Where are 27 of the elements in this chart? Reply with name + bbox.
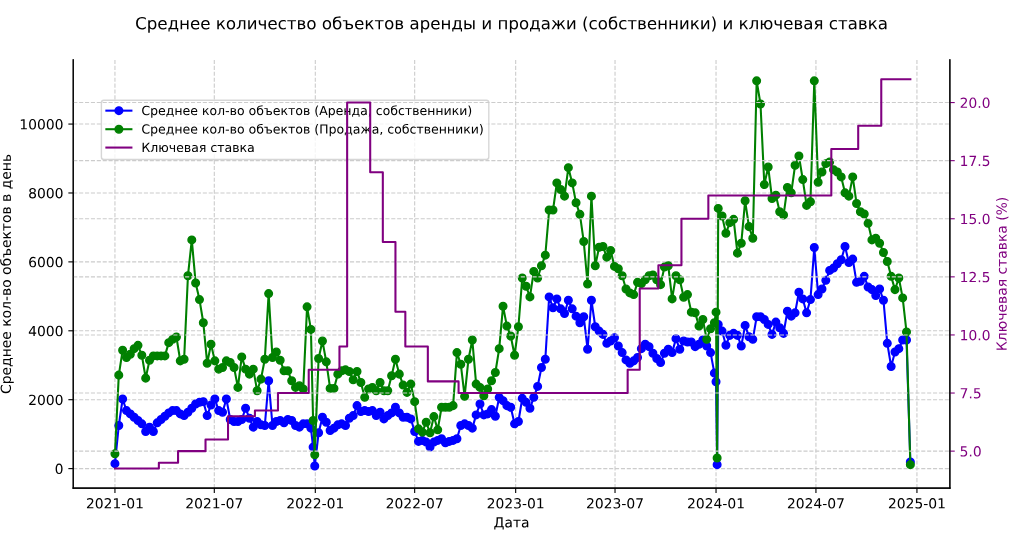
y2-tick-label: 5.0 xyxy=(960,446,981,457)
x-tick-label: 2022-07 xyxy=(386,498,443,509)
y2-tick-label: 12.5 xyxy=(961,271,990,283)
x-tick-label: 2021-07 xyxy=(186,498,243,509)
y-tick-label: 0 xyxy=(55,463,63,475)
x-tick-label: 2021-01 xyxy=(86,498,143,509)
x-tick-label: 2022-01 xyxy=(287,498,344,509)
y-axis-title: Среднее кол-во объектов в день xyxy=(0,154,14,394)
y2-tick-label: 7.5 xyxy=(960,388,981,399)
y-tick-label: 2000 xyxy=(29,394,63,406)
y-tick-label: 6000 xyxy=(29,256,63,268)
x-tick-label: 2023-01 xyxy=(487,498,544,509)
y-tick-label: 4000 xyxy=(28,325,63,337)
y2-axis-title: Ключевая ставка (%) xyxy=(996,197,1009,350)
y-tick-label: 8000 xyxy=(29,187,63,199)
x-tick-label: 2024-07 xyxy=(787,498,844,509)
chart-title: Среднее количество объектов аренды и продажи (собственники) и ключевая ставка xyxy=(136,16,887,33)
y-tick-label: 10000 xyxy=(20,119,63,130)
legend-label: Ключевая ставка xyxy=(142,142,254,153)
y2-tick-label: 17.5 xyxy=(961,155,990,167)
y2-tick-label: 20.0 xyxy=(960,97,990,109)
y2-tick-label: 10.0 xyxy=(961,329,990,341)
x-tick-label: 2023-07 xyxy=(587,498,643,509)
x-tick-label: 2024-01 xyxy=(688,498,744,509)
x-axis-title: Дата xyxy=(494,517,529,530)
y2-tick-label: 15.0 xyxy=(961,213,990,225)
x-tick-label: 2025-01 xyxy=(888,498,945,509)
